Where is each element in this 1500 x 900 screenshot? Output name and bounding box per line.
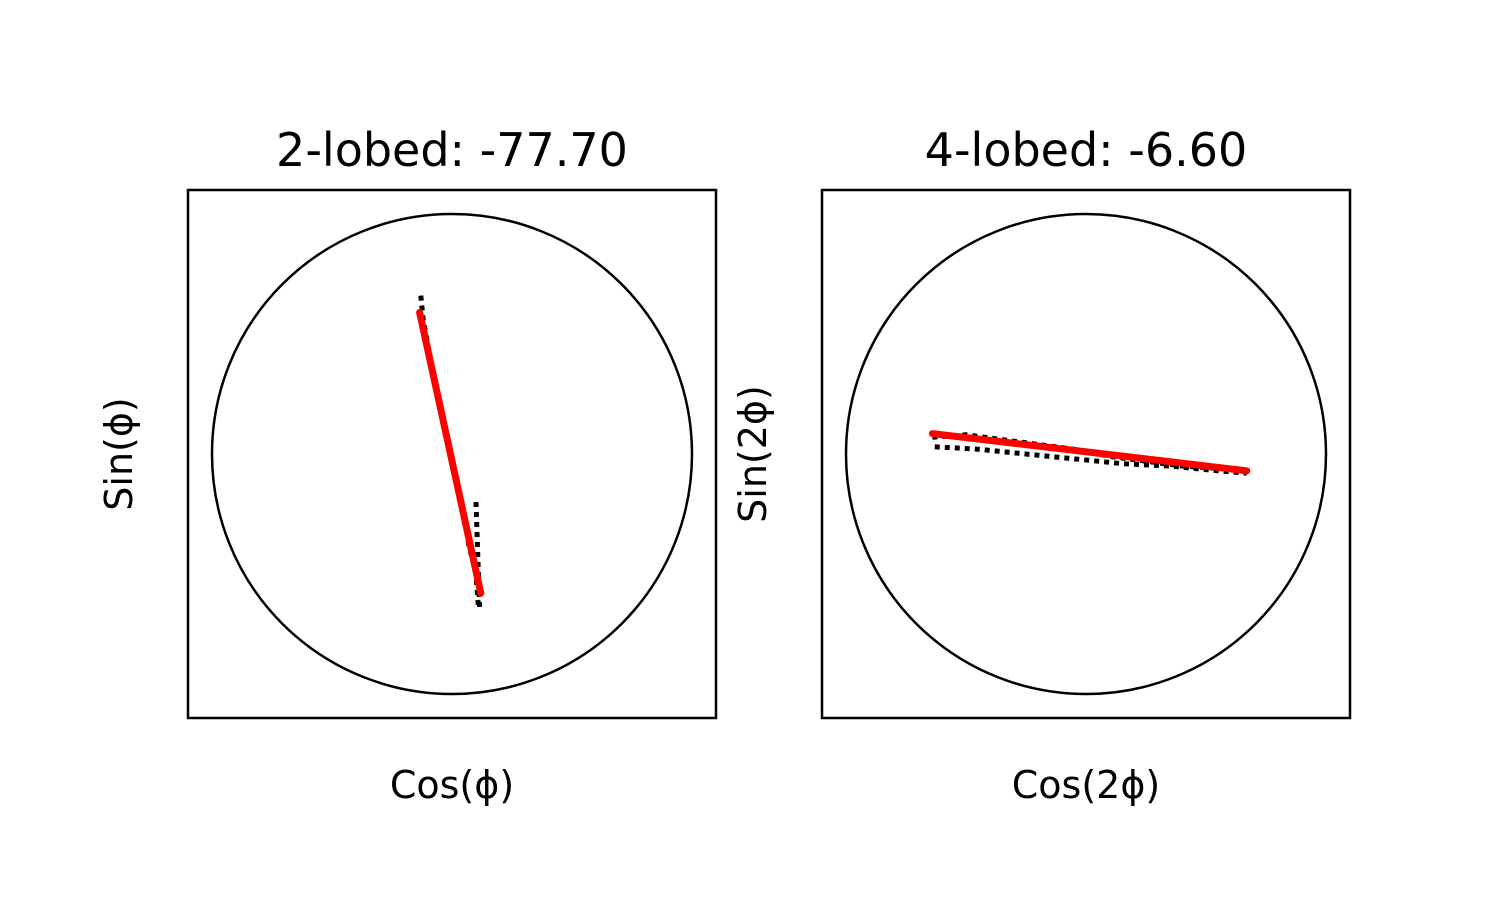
panel-2-lobed: 2-lobed: -77.70 Cos(ϕ) Sin(ϕ): [97, 123, 718, 807]
fit-line: [928, 430, 1251, 475]
panel-4-lobed: 4-lobed: -6.60 Cos(2ϕ) Sin(2ϕ): [731, 123, 1352, 807]
axes-frame: [186, 188, 718, 720]
data-trace: [473, 501, 483, 608]
unit-circle: [210, 212, 694, 696]
panel-title: 4-lobed: -6.60: [925, 123, 1248, 177]
y-axis-label: Sin(2ϕ): [731, 385, 775, 523]
axes-frame: [820, 188, 1352, 720]
unit-circle: [844, 212, 1328, 696]
y-axis-label: Sin(ϕ): [97, 397, 141, 510]
fit-line: [416, 308, 485, 597]
plot-area: [210, 212, 694, 696]
x-axis-label: Cos(ϕ): [390, 763, 514, 807]
x-axis-label: Cos(2ϕ): [1012, 763, 1160, 807]
plot-area: [844, 212, 1328, 696]
data-trace: [934, 444, 1248, 476]
panel-title: 2-lobed: -77.70: [276, 123, 628, 177]
